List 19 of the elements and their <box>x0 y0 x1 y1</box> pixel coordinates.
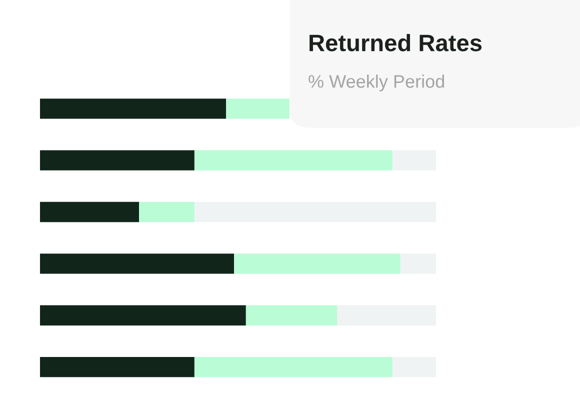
chart-subtitle: % Weekly Period <box>308 74 444 92</box>
bar <box>40 356 194 378</box>
bar <box>40 254 234 274</box>
bar <box>400 254 436 274</box>
bar <box>40 202 139 222</box>
bar <box>40 305 246 326</box>
bar <box>392 356 436 378</box>
bar <box>194 202 436 222</box>
bar <box>40 150 194 170</box>
bar <box>40 98 226 119</box>
bar <box>246 305 337 326</box>
bar <box>337 305 436 326</box>
bar <box>226 98 290 119</box>
bar <box>194 150 392 170</box>
bar <box>392 150 436 170</box>
chart-title: Returned Rates <box>310 34 482 52</box>
bar <box>139 202 194 222</box>
bar <box>234 254 400 274</box>
bar <box>194 356 392 378</box>
